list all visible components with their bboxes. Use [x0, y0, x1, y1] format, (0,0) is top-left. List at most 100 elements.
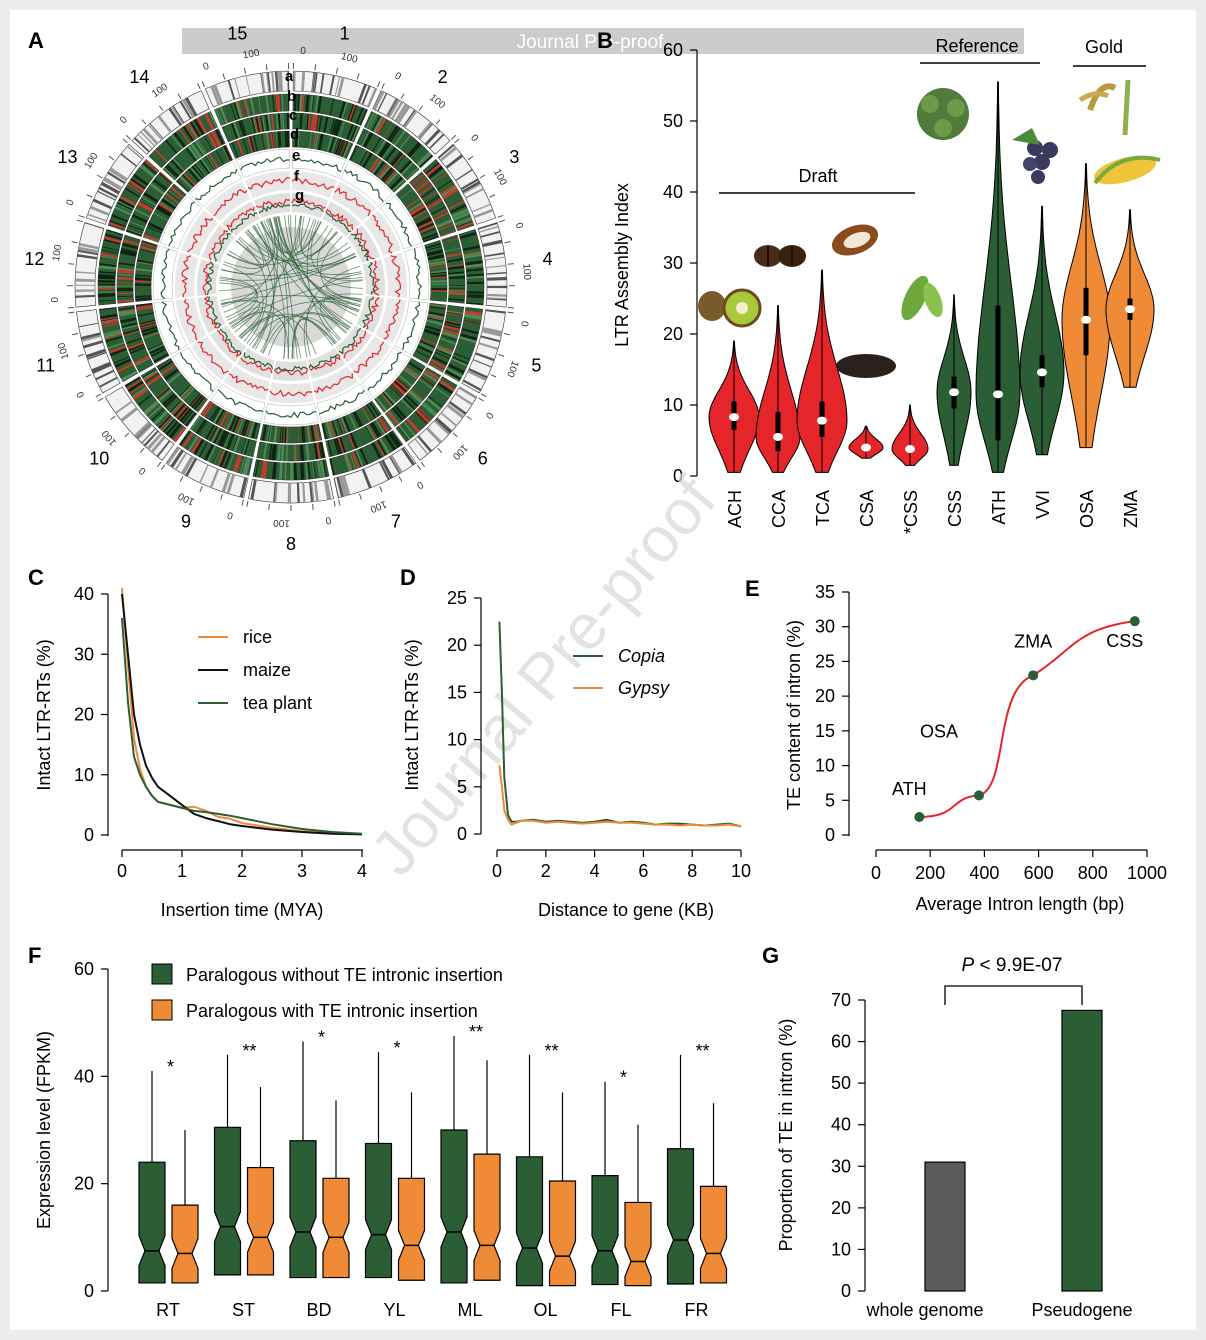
- circos-tick: [398, 476, 403, 482]
- circos-band: [415, 350, 431, 359]
- circos-band: [187, 123, 197, 139]
- f-box-bd: [289, 1140, 317, 1279]
- circos-tick: [160, 464, 166, 470]
- circos-band: [204, 444, 215, 461]
- f-significance: *: [620, 1068, 627, 1088]
- tea-leaf-picture: [901, 275, 943, 321]
- circos-band: [137, 394, 153, 406]
- circos-band: [101, 249, 119, 254]
- black-tea-picture: [836, 354, 896, 378]
- circos-band: [250, 479, 257, 500]
- b-ylabel: LTR Assembly Index: [612, 183, 632, 347]
- circos-band: [213, 84, 223, 105]
- circos-band: [84, 222, 104, 230]
- panel-e: TE content of intron (%) Average Intron …: [784, 582, 1167, 914]
- circos-band: [100, 252, 118, 258]
- circos-band: [448, 289, 465, 292]
- circos-band: [199, 160, 210, 174]
- circos-band: [153, 212, 168, 222]
- circos-band: [162, 418, 176, 433]
- circos-band: [242, 457, 248, 475]
- circos-band: [378, 119, 388, 135]
- circos-band: [413, 176, 427, 188]
- circos-line: [180, 352, 214, 392]
- circos-band: [148, 405, 162, 419]
- circos-band: [338, 140, 346, 156]
- circos-line: [309, 354, 341, 371]
- circos-band: [81, 334, 102, 342]
- circos-band: [271, 443, 274, 460]
- circos-band: [419, 225, 435, 233]
- circos-band: [272, 94, 275, 112]
- circos-band: [279, 71, 283, 92]
- circos-band: [271, 462, 276, 480]
- circos-band: [234, 417, 242, 433]
- circos-band: [423, 235, 439, 243]
- circos-band: [420, 227, 436, 235]
- circos-band: [161, 417, 175, 432]
- circos-tick: [97, 397, 104, 402]
- circos-band: [137, 134, 153, 149]
- circos-line: [202, 261, 212, 296]
- circos-link: [220, 300, 302, 359]
- circos-band: [422, 371, 438, 383]
- circos-link: [229, 311, 289, 359]
- circos-link: [226, 219, 274, 266]
- circos-band: [418, 378, 433, 390]
- f-significance: **: [469, 1022, 483, 1042]
- circos-band: [339, 121, 346, 137]
- circos-link: [305, 265, 361, 357]
- circos-band: [241, 419, 248, 436]
- circos-band: [284, 462, 287, 480]
- circos-band: [394, 131, 406, 146]
- circos-band: [209, 406, 219, 421]
- circos-band: [302, 482, 306, 503]
- circos-band: [248, 421, 255, 438]
- circos-band: [159, 362, 174, 372]
- circos-band: [462, 379, 482, 392]
- circos-band: [399, 134, 411, 150]
- f-xtick-label: OL: [533, 1300, 557, 1320]
- circos-band: [331, 118, 338, 135]
- circos-band: [118, 307, 135, 311]
- circos-band: [98, 284, 116, 286]
- circos-band: [336, 419, 343, 435]
- circos-band: [153, 410, 168, 425]
- circos-line: [367, 351, 402, 391]
- circos-band: [192, 395, 204, 409]
- circos-link: [255, 221, 275, 350]
- circos-band: [462, 245, 480, 252]
- circos-band: [436, 346, 453, 356]
- circos-band: [120, 407, 138, 422]
- circos-band: [182, 410, 194, 424]
- circos-link: [294, 215, 315, 253]
- circos-band: [265, 95, 270, 113]
- circos-band: [77, 254, 98, 260]
- circos-band: [200, 401, 212, 416]
- e-point-label: ATH: [892, 779, 927, 799]
- circos-band: [193, 396, 205, 410]
- circos-links: [219, 214, 363, 359]
- b-xtick-label: CSA: [857, 490, 877, 527]
- circos-band: [92, 364, 112, 374]
- circos-band: [136, 304, 153, 309]
- circos-band: [359, 109, 368, 126]
- circos-band: [456, 220, 473, 228]
- circos-band: [75, 271, 96, 274]
- circos-band: [205, 156, 215, 170]
- circos-band: [215, 149, 225, 165]
- e-point-label: OSA: [920, 721, 958, 741]
- chromosome-label: 14: [129, 67, 149, 87]
- circos-band: [381, 393, 393, 406]
- circos-band: [127, 183, 143, 194]
- circos-link: [274, 216, 322, 254]
- circos-band: [135, 295, 152, 298]
- g-ytick-label: 20: [831, 1198, 851, 1218]
- circos-band: [442, 188, 459, 200]
- circos-track-segment: [104, 386, 175, 461]
- e-point-zma: [1028, 670, 1039, 681]
- circos-band: [272, 444, 275, 461]
- circos-band: [193, 118, 205, 136]
- circos-band: [442, 237, 459, 244]
- circos-band: [273, 444, 277, 461]
